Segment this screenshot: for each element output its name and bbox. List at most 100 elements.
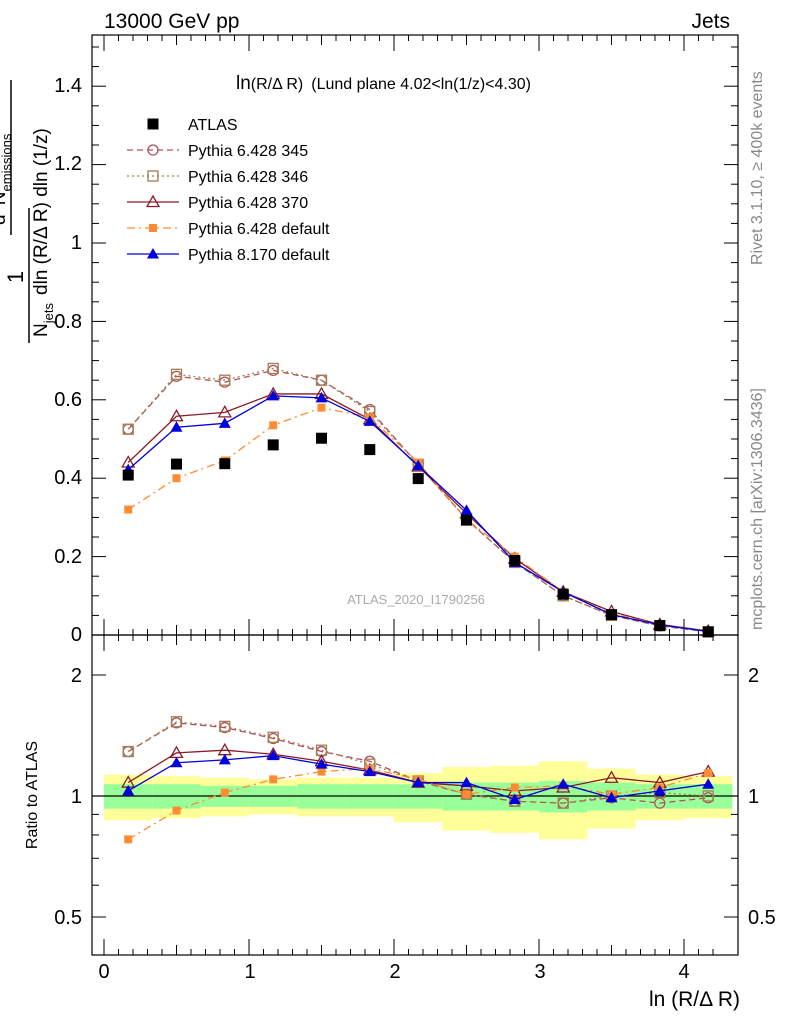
ratio-point	[462, 790, 471, 799]
data-point	[702, 626, 714, 638]
legend: ATLAS Pythia 6.428 345 Pythia 6.428 346 …	[127, 117, 330, 264]
ratio-ytick-label: 1	[71, 786, 82, 808]
legend-entry-p345: Pythia 6.428 345	[127, 143, 308, 160]
rivet-label: Rivet 3.1.10, ≥ 400k events	[749, 71, 766, 265]
ratio-ytick-label-right: 1	[748, 786, 759, 808]
ratio-point	[702, 790, 714, 802]
ratio-point	[122, 745, 134, 758]
ratio-point	[317, 767, 326, 776]
legend-label: ATLAS	[188, 117, 238, 134]
data-point	[218, 417, 231, 428]
legend-marker	[147, 118, 159, 130]
ytick-label: 0.6	[54, 389, 82, 411]
data-point	[219, 374, 231, 386]
svg-text:Njets: Njets	[31, 303, 56, 337]
data-point	[122, 469, 134, 481]
ratio-point	[412, 776, 425, 788]
series-line	[127, 369, 709, 633]
legend-marker	[149, 224, 157, 232]
ylabel-den-sub: jets	[41, 303, 56, 325]
analysis-watermark: ATLAS_2020_I1790256	[347, 592, 485, 607]
plot-title-ln: ln	[236, 73, 251, 94]
data-point	[267, 389, 280, 401]
data-point	[557, 588, 569, 600]
data-point	[122, 423, 134, 435]
ratio-point	[269, 775, 278, 784]
ratio-point	[267, 749, 280, 761]
xtick-label: 3	[534, 961, 545, 983]
legend-label: Pythia 6.428 345	[188, 143, 308, 160]
data-point	[363, 415, 376, 426]
ratio-ytick-label-right: 0.5	[748, 907, 776, 929]
legend-entry-p346: Pythia 6.428 346	[127, 169, 308, 186]
ratio-point	[219, 720, 231, 733]
ratio-point	[170, 756, 183, 768]
ratio-point	[217, 742, 232, 756]
xtick-label: 2	[389, 961, 400, 983]
legend-marker	[147, 248, 159, 259]
legend-marker	[147, 170, 159, 182]
legend-label: Pythia 6.428 346	[188, 169, 308, 186]
ratio-ytick-label-right: 2	[748, 665, 759, 687]
legend-entry-p370: Pythia 6.428 370	[127, 194, 308, 212]
ratio-point	[460, 776, 473, 788]
x-axis-label: ln (R/Δ R)	[649, 988, 740, 1011]
y-axis-label: 1 Njets dln (R/Δ R) dln (1/z) d2Nemissio…	[0, 80, 56, 343]
data-point	[269, 421, 278, 430]
ratio-ytick-labels: 0.5 1 2 0.5 1 2	[54, 665, 776, 929]
ratio-point	[460, 788, 473, 800]
ylabel-den-n: N	[31, 323, 52, 337]
data-point	[412, 473, 424, 485]
data-point	[317, 403, 326, 412]
ylabel-one: 1	[3, 271, 28, 283]
ratio-point	[605, 791, 618, 803]
ratio-point	[170, 716, 183, 728]
data-point	[124, 505, 133, 514]
ratio-point	[604, 770, 619, 783]
data-point	[315, 391, 328, 403]
data-point	[461, 514, 472, 526]
ylabel-den-rest: dln (R/Δ R) dln (1/z)	[31, 128, 52, 295]
xtick-label: 1	[244, 961, 255, 983]
ratio-point	[220, 788, 229, 797]
plot-title-var: (R/Δ R)	[251, 76, 303, 93]
plot-title-rest: (Lund plane 4.02<ln(1/z)<4.30)	[311, 76, 531, 93]
data-point	[169, 408, 184, 422]
data-point	[315, 374, 328, 386]
legend-marker	[147, 144, 159, 156]
ratio-point	[653, 784, 666, 796]
xtick-label: 4	[678, 961, 689, 983]
legend-label: Pythia 8.170 default	[188, 247, 330, 264]
legend-label: Pythia 6.428 370	[188, 195, 308, 212]
ratio-point	[267, 731, 279, 743]
ytick-label: 0	[71, 624, 82, 646]
data-point	[412, 459, 425, 471]
legend-entry-p6default: Pythia 6.428 default	[127, 221, 330, 238]
data-point	[219, 458, 231, 470]
ylabel-num-n: N	[0, 191, 10, 205]
main-series	[121, 362, 716, 638]
header-right: Jets	[691, 10, 730, 33]
plot-title: ln(R/Δ R) (Lund plane 4.02<ln(1/z)<4.30)	[236, 73, 531, 94]
ytick-label: 1	[71, 232, 82, 254]
ratio-point	[315, 758, 328, 769]
axis-ticks	[92, 35, 738, 955]
ratio-point	[172, 806, 181, 815]
ratio-point	[363, 765, 376, 777]
ytick-label: 0.2	[54, 546, 82, 568]
data-point	[267, 362, 279, 375]
ratio-point	[702, 778, 715, 789]
data-point	[606, 609, 617, 621]
data-point	[364, 444, 376, 456]
header-left: 13000 GeV pp	[104, 10, 239, 33]
data-point	[509, 555, 521, 567]
xtick-labels: 0 1 2 3 4	[98, 961, 689, 983]
svg-text:d2Nemissions: d2Nemissions	[0, 133, 14, 225]
ratio-ytick-label: 0.5	[54, 907, 82, 929]
ratio-point	[704, 769, 713, 778]
ratio-point	[557, 797, 569, 809]
ratio-point	[510, 783, 519, 792]
ratio-point	[122, 784, 135, 796]
data-point	[267, 439, 279, 451]
legend-label: Pythia 6.428 default	[188, 221, 330, 238]
